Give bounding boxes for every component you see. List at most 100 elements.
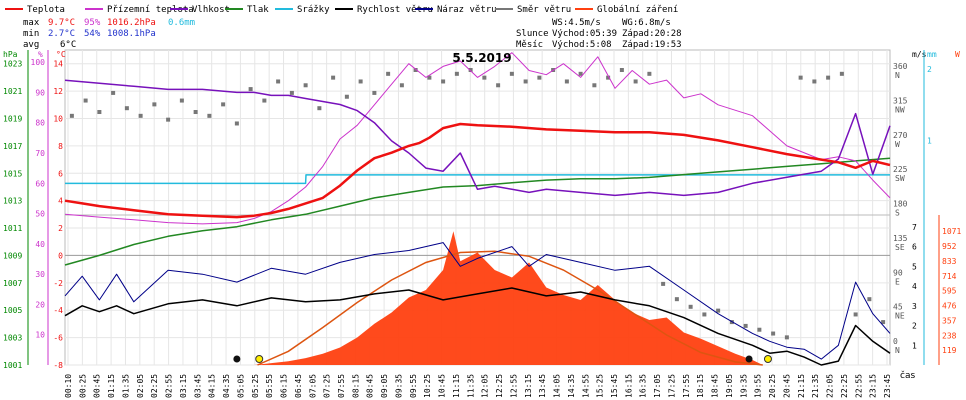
- legend-label-prizemni: Přízemní teplota: [107, 5, 194, 15]
- wind-dir-point: [881, 320, 886, 325]
- x-tick-label: 14:35: [567, 374, 576, 398]
- wind-dir-point: [358, 79, 363, 84]
- wind-dir-point: [234, 121, 239, 126]
- wind-dir-point: [276, 79, 281, 84]
- wind-dir-point: [331, 75, 336, 80]
- temp-tick: 0: [58, 251, 63, 260]
- hpa-tick: 1009: [3, 251, 22, 260]
- dir-cardinal: SW: [895, 174, 905, 183]
- x-tick-label: 13:45: [538, 374, 547, 398]
- wind-dir-point: [166, 117, 171, 122]
- dir-cardinal: S: [895, 209, 900, 218]
- x-tick-label: 11:15: [452, 374, 461, 398]
- stat-avg-label: avg: [23, 40, 39, 50]
- wind-dir-point: [798, 75, 803, 80]
- series-tlak-line: [64, 157, 891, 266]
- wind-dir-point: [317, 106, 322, 111]
- pct-tick: 80: [35, 119, 45, 128]
- hpa-tick: 1001: [3, 361, 22, 370]
- legend-label-naraz: Náraz větru: [437, 5, 497, 15]
- x-tick-label: 01:35: [121, 374, 130, 398]
- wind-dir-point: [262, 98, 267, 103]
- x-tick-label: 17:55: [682, 374, 691, 398]
- wind-dir-point: [619, 68, 624, 72]
- wind-dir-point: [427, 75, 432, 80]
- ms-tick: 7: [912, 223, 917, 232]
- x-tick-label: 23:45: [883, 374, 892, 398]
- x-tick-label: 19:35: [739, 374, 748, 398]
- x-tick-label: 12:55: [509, 374, 518, 398]
- x-tick-label: 10:25: [423, 374, 432, 398]
- temp-tick: 12: [53, 87, 63, 96]
- x-tick-label: 05:05: [236, 374, 245, 398]
- x-tick-label: 22:05: [826, 374, 835, 398]
- hpa-tick: 1011: [3, 224, 22, 233]
- stat-min-temp: 2.7°C: [48, 29, 75, 39]
- dir-cardinal: E: [895, 277, 900, 286]
- stat-avg-temp: 6°C: [60, 40, 76, 50]
- series-rychlost-line: [64, 287, 891, 366]
- ms-tick: 1: [912, 341, 917, 350]
- x-tick-label: 08:45: [366, 374, 375, 398]
- x-tick-label: 15:45: [610, 374, 619, 398]
- w-tick: 238: [942, 331, 957, 340]
- temp-tick: 2: [58, 224, 63, 233]
- w-tick: 1071: [942, 227, 961, 236]
- temp-tick: 14: [53, 60, 63, 69]
- x-tick-label: 07:05: [308, 374, 317, 398]
- wind-dir-point: [386, 71, 391, 76]
- x-tick-label: 17:25: [667, 374, 676, 398]
- mm-tick: 2: [927, 65, 932, 74]
- w-tick: 952: [942, 242, 957, 251]
- x-tick-label: 20:45: [782, 374, 791, 398]
- wind-dir-point: [633, 79, 638, 84]
- x-tick-label: 17:05: [653, 374, 662, 398]
- wind-dir-point: [399, 83, 404, 88]
- hpa-tick: 1017: [3, 142, 22, 151]
- wind-dir-point: [97, 110, 102, 115]
- pct-tick: 20: [35, 300, 45, 309]
- x-tick-label: 09:05: [380, 374, 389, 398]
- wind-dir-point: [661, 281, 666, 286]
- data-layer: [64, 52, 891, 366]
- moonrise-marker: [233, 355, 241, 363]
- legend-label-teplota: Teplota: [27, 5, 65, 15]
- temp-unit: °C: [56, 50, 66, 59]
- wind-dir-point: [523, 79, 528, 84]
- x-tick-label: 08:15: [351, 374, 360, 398]
- sun-set: Západ:20:28: [622, 29, 682, 39]
- dir-tick: 45: [893, 303, 903, 312]
- x-tick-label: 19:05: [725, 374, 734, 398]
- moon-rise: Východ:5:08: [552, 40, 612, 50]
- dir-cardinal: NW: [895, 105, 905, 114]
- series-srazky-line: [65, 174, 890, 185]
- x-tick-label: 03:45: [193, 374, 202, 398]
- stats-panel: max 9.7°C 95% 1016.2hPa 0.6mm min 2.7°C …: [23, 18, 195, 50]
- dir-cardinal: N: [895, 71, 900, 80]
- pct-unit: %: [38, 50, 43, 59]
- wind-dir-point: [853, 312, 858, 317]
- wind-dir-point: [221, 102, 226, 107]
- dir-cardinal: NE: [895, 312, 905, 321]
- x-tick-label: 15:25: [596, 374, 605, 398]
- wind-dir-point: [179, 98, 184, 103]
- x-tick-label: 19:55: [754, 374, 763, 398]
- temp-tick: 6: [58, 169, 63, 178]
- wind-dir-point: [509, 71, 514, 76]
- legend-label-zareni: Globální záření: [597, 5, 678, 15]
- wind-dir-point: [372, 90, 377, 95]
- stat-min-hum: 54%: [84, 29, 101, 39]
- x-tick-label: 06:45: [294, 374, 303, 398]
- x-tick-label: 20:25: [768, 374, 777, 398]
- hpa-tick: 1003: [3, 334, 22, 343]
- x-tick-label: 05:55: [265, 374, 274, 398]
- ms-tick: 4: [912, 282, 917, 291]
- dir-cardinal: SE: [895, 243, 905, 252]
- dir-tick: 225: [893, 165, 908, 174]
- x-tick-label: 16:35: [639, 374, 648, 398]
- stat-max-temp: 9.7°C: [48, 18, 75, 28]
- x-tick-label: 09:35: [394, 374, 403, 398]
- hpa-tick: 1005: [3, 306, 22, 315]
- wind-dir-point: [812, 79, 817, 84]
